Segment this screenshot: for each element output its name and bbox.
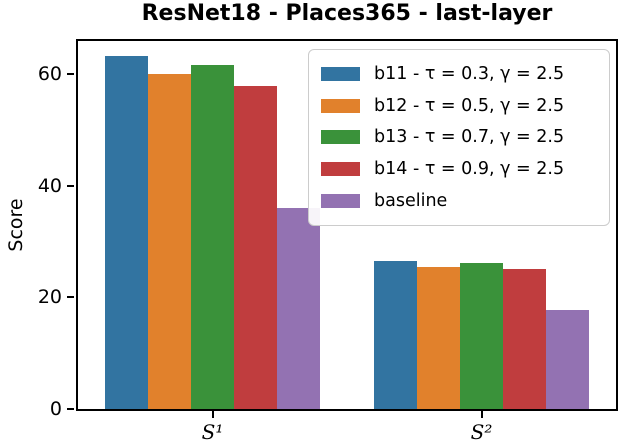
legend: b11 - τ = 0.3, γ = 2.5 b12 - τ = 0.5, γ =… (308, 49, 610, 226)
y-tick-mark-20 (67, 296, 74, 299)
chart-title: ResNet18 - Places365 - last-layer (141, 1, 553, 26)
bar-series3-cat2 (459, 262, 503, 409)
x-tick-label-1: S¹ (201, 420, 224, 444)
y-tick-mark-0 (67, 408, 74, 410)
legend-entry-5: baseline (321, 191, 597, 211)
y-tick-label-40: 40 (37, 174, 62, 197)
x-tick-label-2: S² (470, 420, 493, 444)
bar-series2-cat1 (147, 74, 191, 409)
legend-label-4: b14 - τ = 0.9, γ = 2.5 (374, 159, 565, 180)
y-tick-label-60: 60 (37, 63, 62, 86)
x-tick-mark-1 (211, 411, 214, 418)
legend-swatch-2 (321, 98, 360, 113)
legend-entry-4: b14 - τ = 0.9, γ = 2.5 (321, 159, 597, 179)
y-tick-label-0: 0 (49, 398, 62, 420)
legend-swatch-5 (321, 194, 360, 209)
bar-series4-cat2 (503, 268, 547, 409)
y-tick-label-20: 20 (37, 286, 62, 309)
legend-swatch-4 (321, 162, 360, 177)
legend-entry-1: b11 - τ = 0.3, γ = 2.5 (321, 64, 597, 84)
bar-series5-cat2 (546, 309, 590, 409)
legend-swatch-1 (321, 66, 360, 81)
plot-inner: Score 0 20 40 60 S¹ S² (5, 41, 616, 444)
legend-entry-3: b13 - τ = 0.7, γ = 2.5 (321, 127, 597, 147)
bar-series3-cat1 (190, 64, 234, 409)
y-tick-mark-60 (67, 73, 74, 76)
bar-series5-cat1 (277, 208, 321, 409)
y-tick-mark-40 (67, 184, 74, 187)
y-axis-label: Score (5, 198, 27, 252)
bar-series2-cat2 (416, 267, 460, 409)
legend-label-5: baseline (374, 191, 448, 212)
legend-label-1: b11 - τ = 0.3, γ = 2.5 (374, 63, 565, 84)
x-tick-mark-2 (480, 411, 483, 418)
bar-series1-cat1 (104, 55, 148, 409)
bar-series4-cat1 (234, 85, 278, 409)
legend-entry-2: b12 - τ = 0.5, γ = 2.5 (321, 96, 597, 116)
legend-label-3: b13 - τ = 0.7, γ = 2.5 (374, 127, 565, 148)
legend-swatch-3 (321, 130, 360, 145)
legend-label-2: b12 - τ = 0.5, γ = 2.5 (374, 95, 565, 116)
bar-series1-cat2 (373, 261, 417, 409)
